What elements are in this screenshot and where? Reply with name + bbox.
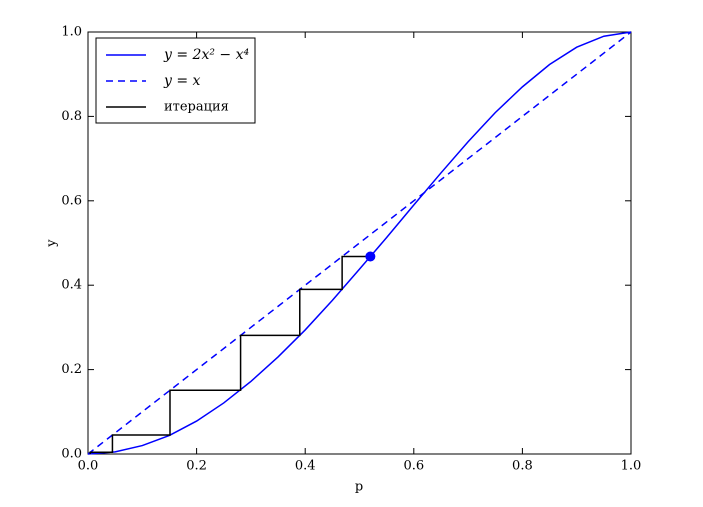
plot-frame [87,31,632,455]
y-tick-label: 0.2 [61,362,82,377]
y-tick-label: 0.0 [61,447,82,462]
series-line [89,255,371,454]
x-tick-label: 0.0 [78,459,99,474]
legend-label: итерация [164,100,229,115]
y-axis-label: y [45,239,60,248]
x-tick-label: 1.0 [621,459,642,474]
point-marker [365,251,376,262]
x-tick-label: 0.4 [295,459,316,474]
y-tick-label: 0.8 [61,109,82,124]
y-tick-label: 0.6 [61,193,82,208]
legend-label: y = x [163,73,201,89]
y-tick-label: 1.0 [61,25,82,40]
x-axis-label: p [355,480,363,495]
x-tick-label: 0.2 [186,459,207,474]
y-tick-label: 0.4 [61,278,82,293]
series-line [87,31,632,455]
legend-label: y = 2x² − x⁴ [163,47,249,63]
x-tick-label: 0.8 [512,459,533,474]
series-line [87,31,632,455]
x-tick-label: 0.6 [403,459,424,474]
